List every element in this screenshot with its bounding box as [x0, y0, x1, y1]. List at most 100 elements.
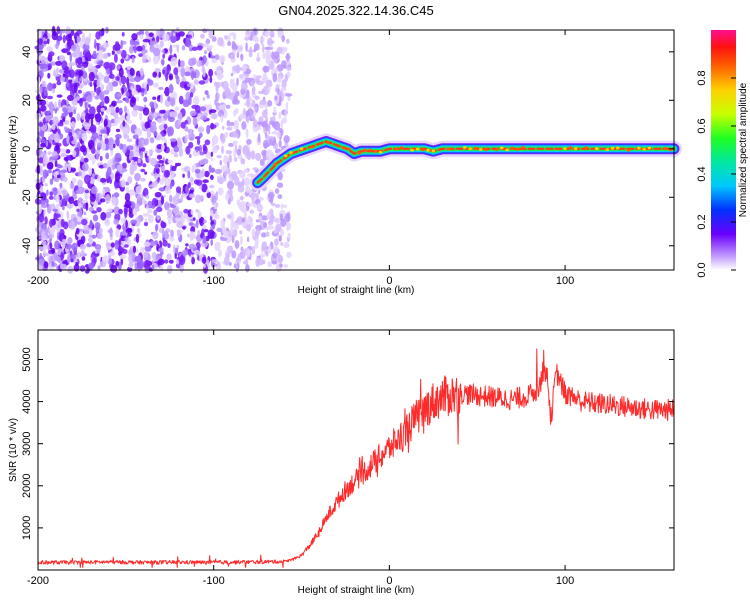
noise-speckle [252, 35, 258, 42]
noise-speckle [169, 44, 173, 55]
noise-speckle [220, 218, 225, 229]
noise-speckle [208, 52, 211, 58]
noise-speckle [104, 218, 111, 227]
track-hotspot [468, 147, 473, 151]
noise-speckle [173, 110, 178, 118]
noise-speckle [74, 36, 78, 44]
noise-speckle [83, 211, 87, 216]
noise-speckle [226, 127, 232, 131]
snr-series-line [37, 348, 675, 568]
noise-speckle [215, 265, 222, 270]
noise-speckle [76, 30, 83, 35]
noise-speckle [274, 245, 279, 254]
noise-speckle [209, 184, 215, 189]
colorbar-label: Normalized spectral amplitude [738, 82, 749, 217]
noise-speckle [54, 240, 60, 250]
noise-speckle [73, 83, 78, 94]
noise-speckle [134, 172, 141, 182]
noise-speckle [172, 195, 180, 205]
noise-speckle [203, 264, 206, 268]
noise-speckle [238, 73, 246, 80]
noise-speckle [67, 254, 71, 264]
noise-speckle [71, 121, 76, 129]
noise-speckle [105, 152, 110, 160]
noise-speckle [227, 41, 232, 47]
track-hotspot [494, 148, 499, 151]
noise-speckle [158, 124, 166, 131]
noise-speckle [123, 206, 128, 215]
noise-speckle [241, 248, 245, 258]
noise-speckle [98, 74, 105, 80]
noise-speckle [255, 219, 260, 223]
noise-speckle [115, 41, 119, 46]
noise-speckle [176, 44, 180, 53]
noise-speckle [151, 181, 158, 188]
track-hotspot [410, 148, 415, 152]
noise-speckle [81, 218, 88, 226]
noise-speckle [41, 229, 45, 239]
noise-speckle [232, 140, 237, 147]
noise-speckle [146, 83, 149, 92]
noise-speckle [277, 76, 282, 83]
noise-speckle [247, 173, 255, 178]
noise-speckle [233, 120, 240, 130]
noise-speckle [245, 110, 250, 117]
noise-speckle [76, 113, 81, 122]
noise-speckle [131, 56, 135, 64]
noise-speckle [151, 252, 157, 260]
noise-speckle [188, 243, 196, 250]
noise-speckle [140, 150, 144, 160]
noise-speckle [125, 91, 130, 98]
noise-speckle [281, 35, 286, 43]
noise-speckle [152, 71, 158, 78]
noise-speckle [80, 235, 86, 244]
noise-speckle [250, 80, 254, 87]
noise-speckle [227, 180, 234, 190]
noise-speckle [270, 202, 276, 207]
noise-speckle [146, 128, 150, 132]
noise-speckle [274, 67, 279, 73]
noise-speckle [113, 192, 120, 198]
noise-speckle [159, 40, 164, 48]
noise-speckle [130, 219, 137, 225]
noise-speckle [254, 106, 258, 112]
noise-speckle [236, 199, 241, 206]
noise-speckle [184, 71, 191, 77]
noise-speckle [210, 239, 213, 246]
noise-speckle [60, 148, 67, 154]
noise-speckle [150, 121, 157, 126]
noise-speckle [60, 152, 67, 158]
noise-speckle [173, 145, 180, 153]
noise-speckle [106, 166, 112, 176]
noise-speckle [138, 112, 143, 121]
noise-speckle [116, 50, 123, 55]
noise-speckle [114, 239, 119, 250]
noise-speckle [60, 218, 65, 228]
noise-speckle [193, 250, 201, 255]
noise-speckle [263, 139, 269, 149]
noise-speckle [133, 44, 137, 54]
noise-speckle [90, 116, 94, 127]
noise-speckle [153, 111, 158, 119]
noise-speckle [51, 124, 56, 130]
track-hotspot [616, 146, 620, 150]
noise-speckle [73, 109, 76, 115]
noise-speckle [168, 259, 174, 264]
noise-speckle [268, 120, 275, 126]
noise-speckle [278, 112, 282, 120]
noise-speckle [274, 238, 279, 246]
noise-speckle [176, 214, 182, 219]
noise-speckle [264, 49, 272, 60]
noise-speckle [252, 85, 256, 93]
noise-speckle [175, 186, 182, 194]
noise-speckle [43, 169, 48, 179]
noise-speckle [47, 244, 50, 251]
noise-speckle [70, 44, 77, 52]
noise-speckle [108, 251, 116, 256]
noise-speckle [142, 38, 150, 43]
noise-speckle [49, 133, 57, 141]
noise-speckle [163, 230, 169, 240]
noise-speckle [216, 227, 223, 232]
noise-speckle [88, 104, 91, 108]
noise-speckle [199, 216, 205, 227]
